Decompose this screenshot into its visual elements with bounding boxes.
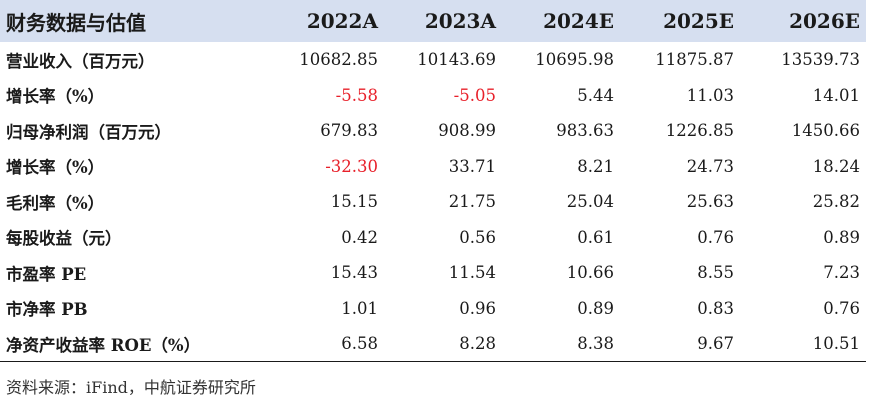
cell-value-2025e: 0.76 <box>697 227 734 247</box>
cell-value-2023a: 8.28 <box>384 326 502 362</box>
cell-value-2026e: 10.51 <box>740 326 866 362</box>
cell-value-2022a: 15.15 <box>330 192 378 212</box>
cell-value-2025e: 11.03 <box>686 85 734 105</box>
cell-value-2026e: 14.01 <box>812 85 860 105</box>
cell-value-2026e: 0.76 <box>823 298 860 318</box>
cell-value-2023a: -5.05 <box>453 85 496 105</box>
row-label: 营业收入（百万元） <box>6 51 155 71</box>
source-note: 资料来源：iFind，中航证券研究所 <box>6 378 256 397</box>
cell-value-2025e: 1226.85 <box>665 121 734 141</box>
cell-value-2024e: 983.63 <box>556 121 614 141</box>
cell-value-2024e: 0.89 <box>577 298 614 318</box>
table-row: 净资产收益率 ROE（%） 6.58 8.28 8.38 9.67 10.51 <box>0 326 866 362</box>
table-row: 增长率（%） -5.58 -5.05 5.44 11.03 14.01 <box>0 78 866 114</box>
header-label: 财务数据与估值 <box>6 10 146 35</box>
cell-value-2022a: 679.83 <box>320 121 378 141</box>
header-row: 财务数据与估值 2022A 2023A 2024E 2025E 2026E <box>0 0 866 42</box>
cell-value-2022a: -5.58 <box>335 85 378 105</box>
cell-value-2024e: 10695.98 <box>535 50 614 70</box>
financial-valuation-table: 财务数据与估值 2022A 2023A 2024E 2025E 2026E 营业… <box>0 0 866 362</box>
table-row: 增长率（%） -32.30 33.71 8.21 24.73 18.24 <box>0 149 866 185</box>
cell-value-2025e: 0.83 <box>697 298 734 318</box>
cell-value-2026e: 18.24 <box>812 156 860 176</box>
cell-value-2023a: 10143.69 <box>417 50 496 70</box>
row-label: 增长率（%） <box>6 87 105 107</box>
cell-value-2025e: 8.55 <box>697 263 734 283</box>
cell-value-2024e: 0.61 <box>577 227 614 247</box>
cell-value-2025e: 9.67 <box>620 326 740 362</box>
cell-value-2026e: 7.23 <box>823 263 860 283</box>
header-year-2026e: 2026E <box>789 9 860 33</box>
row-label: 毛利率（%） <box>6 193 105 213</box>
row-label: 市净率 PB <box>6 300 88 320</box>
row-label: 市盈率 PE <box>6 264 87 284</box>
cell-value-2024e: 5.44 <box>577 85 614 105</box>
cell-value-2022a: 1.01 <box>341 298 378 318</box>
cell-value-2022a: 10682.85 <box>299 50 378 70</box>
table-header: 财务数据与估值 2022A 2023A 2024E 2025E 2026E <box>0 0 866 42</box>
row-label: 增长率（%） <box>6 158 105 178</box>
row-label: 每股收益（元） <box>6 229 122 249</box>
table-row: 每股收益（元） 0.42 0.56 0.61 0.76 0.89 <box>0 220 866 256</box>
table-row: 市盈率 PE 15.43 11.54 10.66 8.55 7.23 <box>0 255 866 291</box>
cell-value-2023a: 0.56 <box>459 227 496 247</box>
header-year-2023a: 2023A <box>424 9 496 33</box>
row-label: 归母净利润（百万元） <box>6 122 171 142</box>
cell-value-2023a: 21.75 <box>448 192 496 212</box>
table-row: 市净率 PB 1.01 0.96 0.89 0.83 0.76 <box>0 291 866 327</box>
cell-value-2026e: 0.89 <box>823 227 860 247</box>
cell-value-2024e: 25.04 <box>566 192 614 212</box>
header-year-2024e: 2024E <box>543 9 614 33</box>
cell-value-2025e: 25.63 <box>686 192 734 212</box>
header-year-2025e: 2025E <box>663 9 734 33</box>
cell-value-2025e: 24.73 <box>686 156 734 176</box>
table-row: 毛利率（%） 15.15 21.75 25.04 25.63 25.82 <box>0 184 866 220</box>
cell-value-2022a: 0.42 <box>341 227 378 247</box>
cell-value-2023a: 33.71 <box>448 156 496 176</box>
cell-value-2024e: 8.38 <box>502 326 620 362</box>
cell-value-2023a: 11.54 <box>448 263 496 283</box>
cell-value-2022a: 15.43 <box>330 263 378 283</box>
cell-value-2022a: -32.30 <box>325 156 378 176</box>
cell-value-2024e: 10.66 <box>566 263 614 283</box>
header-year-2022a: 2022A <box>306 9 378 33</box>
cell-value-2026e: 1450.66 <box>791 121 860 141</box>
cell-value-2024e: 8.21 <box>577 156 614 176</box>
table-row: 归母净利润（百万元） 679.83 908.99 983.63 1226.85 1450.… <box>0 113 866 149</box>
row-label: 净资产收益率 ROE（%） <box>0 326 246 362</box>
cell-value-2022a: 6.58 <box>246 326 384 362</box>
cell-value-2023a: 908.99 <box>438 121 496 141</box>
table-body: 营业收入（百万元） 10682.85 10143.69 10695.98 11875.8… <box>0 42 866 362</box>
cell-value-2023a: 0.96 <box>459 298 496 318</box>
cell-value-2026e: 13539.73 <box>781 50 860 70</box>
table-row: 营业收入（百万元） 10682.85 10143.69 10695.98 11875.8… <box>0 42 866 78</box>
cell-value-2026e: 25.82 <box>812 192 860 212</box>
cell-value-2025e: 11875.87 <box>655 50 734 70</box>
